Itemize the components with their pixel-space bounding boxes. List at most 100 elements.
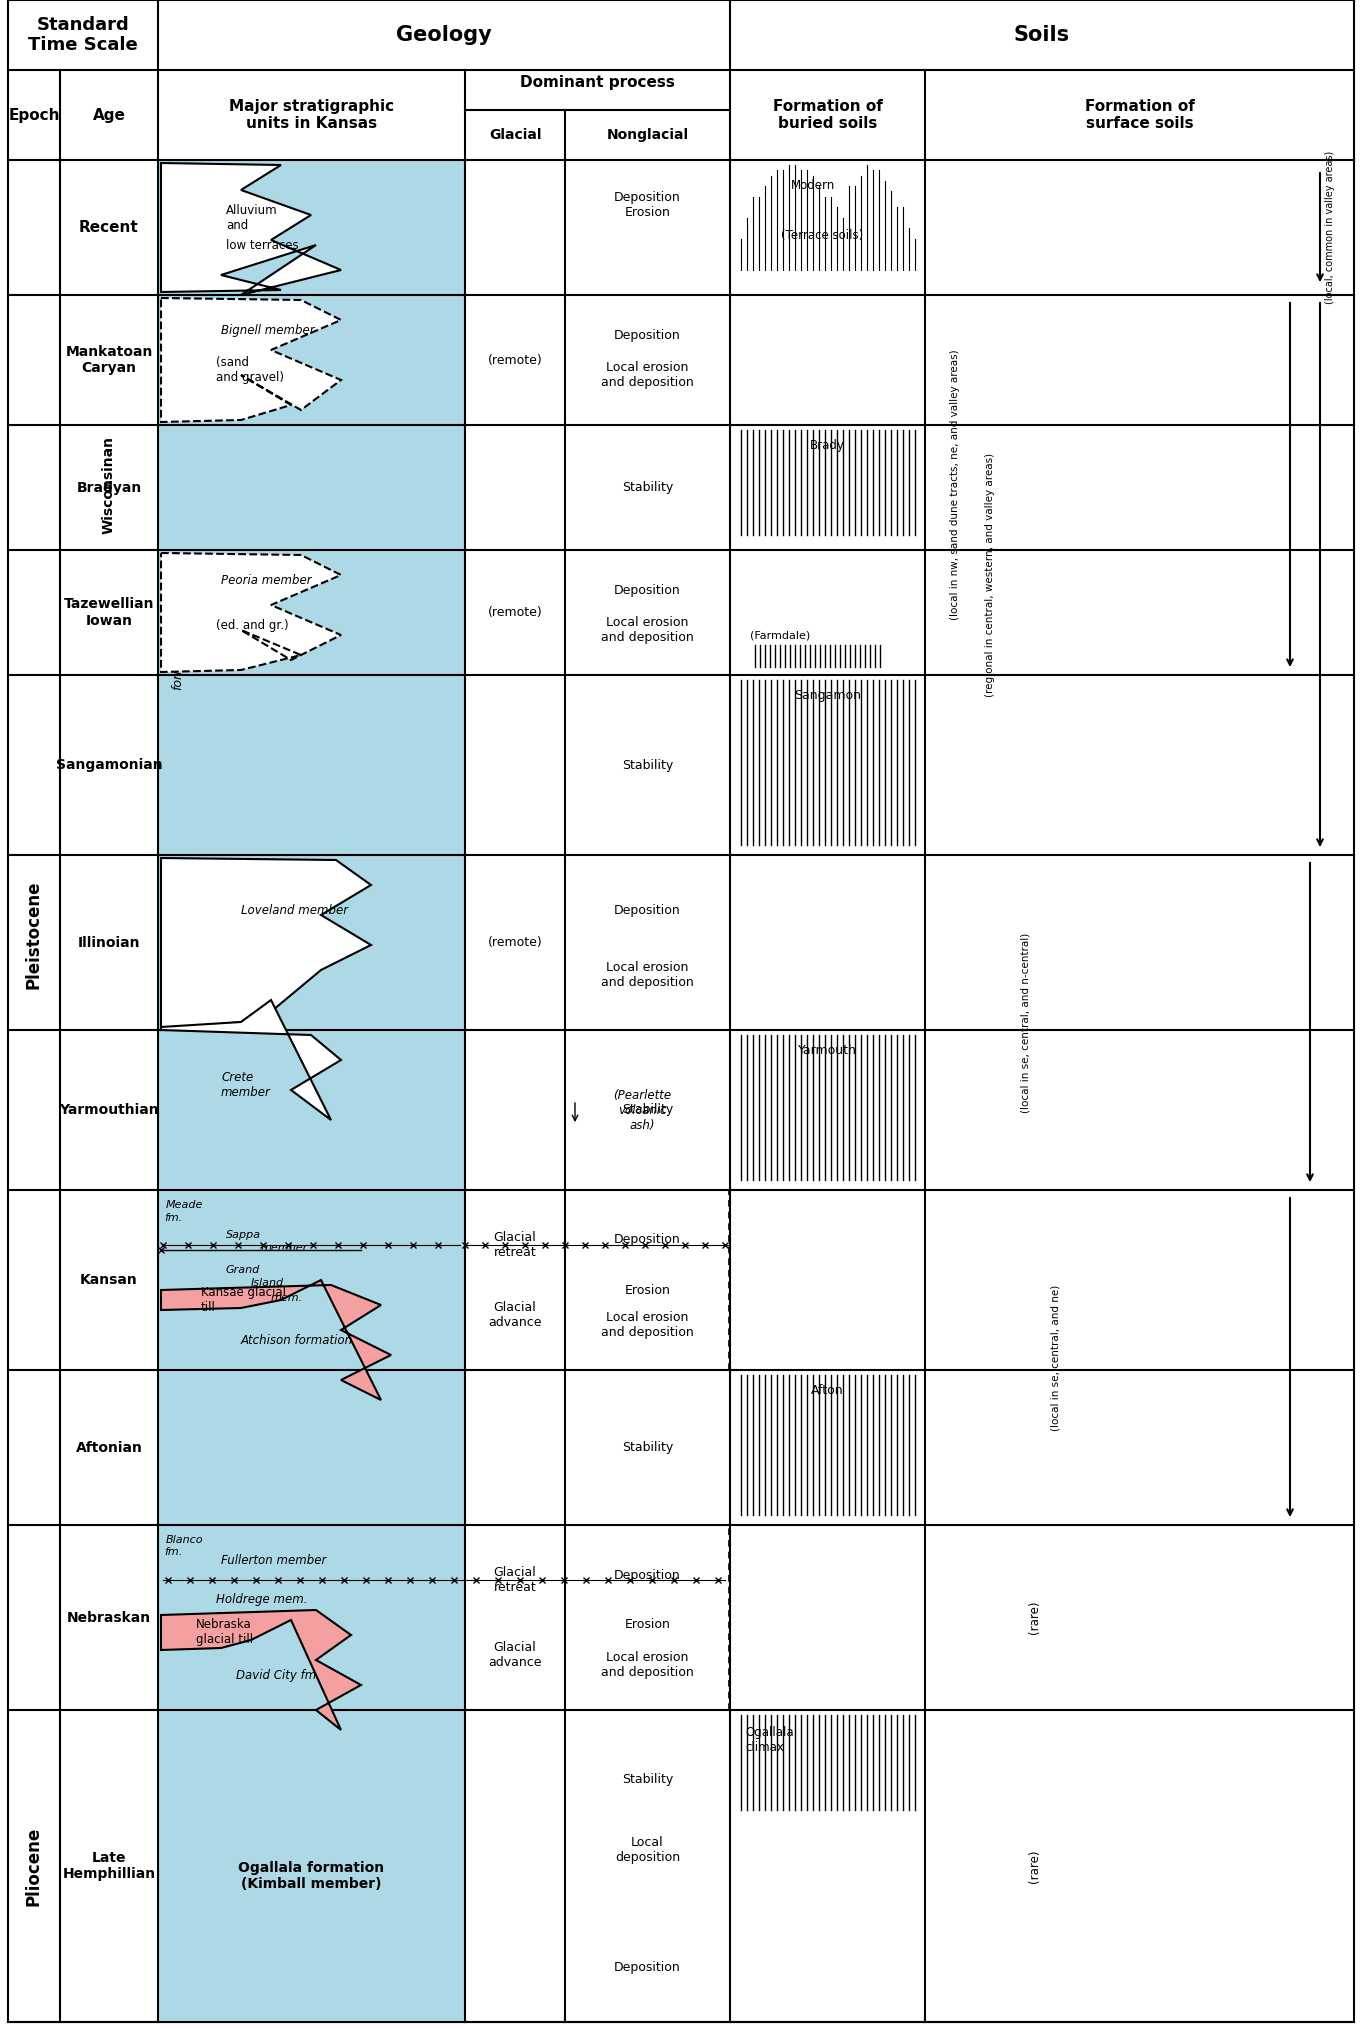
Text: Erosion: Erosion xyxy=(625,1618,670,1632)
Text: Sappa: Sappa xyxy=(226,1230,262,1240)
Text: Late
Hemphillian: Late Hemphillian xyxy=(63,1851,155,1882)
Text: Ogallala formation
(Kimball member): Ogallala formation (Kimball member) xyxy=(238,1862,384,1892)
Text: Bradyan: Bradyan xyxy=(76,481,142,495)
Text: Epoch: Epoch xyxy=(8,108,60,122)
Text: Local erosion
and deposition: Local erosion and deposition xyxy=(601,1311,693,1340)
Text: (regional in central, western, and valley areas): (regional in central, western, and valle… xyxy=(985,453,996,696)
Text: Modern: Modern xyxy=(790,179,835,191)
Text: Recent: Recent xyxy=(79,219,139,235)
Text: (ed. and gr.): (ed. and gr.) xyxy=(217,619,289,631)
Text: Sangamon: Sangamon xyxy=(794,688,861,702)
Text: Formation of
surface soils: Formation of surface soils xyxy=(1084,99,1194,132)
Text: Deposition: Deposition xyxy=(614,903,681,916)
Text: Wisconsinan: Wisconsinan xyxy=(102,436,116,534)
Text: Soils: Soils xyxy=(1013,24,1071,45)
Text: Local erosion
and deposition: Local erosion and deposition xyxy=(601,615,693,644)
Text: Deposition: Deposition xyxy=(614,583,681,597)
Text: (sand
and gravel): (sand and gravel) xyxy=(217,355,285,384)
PathPatch shape xyxy=(161,1281,391,1401)
Text: Glacial
retreat: Glacial retreat xyxy=(493,1230,537,1259)
Text: (remote): (remote) xyxy=(488,607,542,619)
Text: (local, common in valley areas): (local, common in valley areas) xyxy=(1325,150,1335,304)
Text: Grand: Grand xyxy=(226,1265,260,1275)
Text: Alluvium
and: Alluvium and xyxy=(226,203,278,231)
Text: Stability: Stability xyxy=(622,759,673,771)
Text: Mankatoan
Caryan: Mankatoan Caryan xyxy=(65,345,153,376)
Text: Local erosion
and deposition: Local erosion and deposition xyxy=(601,361,693,390)
Text: Geology: Geology xyxy=(396,24,492,45)
Text: Island: Island xyxy=(251,1279,285,1287)
Text: Age: Age xyxy=(93,108,125,122)
Text: Glacial
advance: Glacial advance xyxy=(488,1301,542,1330)
Text: Deposition: Deposition xyxy=(614,329,681,341)
Text: Nonglacial: Nonglacial xyxy=(606,128,689,142)
Text: Sanborn: Sanborn xyxy=(169,548,183,601)
Text: Deposition: Deposition xyxy=(614,1569,681,1581)
Text: (local in se, central, and n-central): (local in se, central, and n-central) xyxy=(1020,932,1030,1112)
Text: Yarmouthian: Yarmouthian xyxy=(59,1102,159,1117)
Text: Meade: Meade xyxy=(166,1200,203,1210)
Text: Pleistocene: Pleistocene xyxy=(25,881,44,989)
Text: Bignell member: Bignell member xyxy=(221,323,315,337)
Text: Loveland member: Loveland member xyxy=(241,903,349,916)
Text: Kansan: Kansan xyxy=(80,1273,138,1287)
Text: Aftonian: Aftonian xyxy=(75,1441,143,1456)
Text: David City fm.: David City fm. xyxy=(236,1669,320,1681)
Text: (Farmdale): (Farmdale) xyxy=(750,629,810,639)
Text: mem.: mem. xyxy=(271,1293,304,1303)
Text: Fullerton member: Fullerton member xyxy=(221,1553,327,1567)
Text: (local in nw, sand dune tracts, ne, and valley areas): (local in nw, sand dune tracts, ne, and … xyxy=(951,349,960,621)
Text: Pliocene: Pliocene xyxy=(25,1827,44,1906)
Text: Stability: Stability xyxy=(622,1104,673,1117)
Text: Glacial
advance: Glacial advance xyxy=(488,1640,542,1669)
Text: Holdrege mem.: Holdrege mem. xyxy=(217,1594,308,1606)
Text: Tazewellian
Iowan: Tazewellian Iowan xyxy=(64,597,154,627)
Text: Blanco: Blanco xyxy=(166,1535,203,1545)
Text: Stability: Stability xyxy=(622,1441,673,1453)
Text: fm.: fm. xyxy=(163,1547,183,1557)
Text: Nebraskan: Nebraskan xyxy=(67,1610,151,1624)
Text: Glacial
retreat: Glacial retreat xyxy=(493,1565,537,1594)
Text: Local erosion
and deposition: Local erosion and deposition xyxy=(601,1650,693,1679)
Text: Deposition: Deposition xyxy=(614,1234,681,1246)
Text: (remote): (remote) xyxy=(488,353,542,367)
Text: Atchison formation: Atchison formation xyxy=(241,1334,353,1346)
Text: Local erosion
and deposition: Local erosion and deposition xyxy=(601,960,693,989)
Text: Ogallala
climax: Ogallala climax xyxy=(745,1726,794,1754)
PathPatch shape xyxy=(161,162,340,294)
PathPatch shape xyxy=(161,298,340,422)
Text: Dominant process: Dominant process xyxy=(520,75,676,89)
Text: Crete
member: Crete member xyxy=(221,1072,271,1098)
Text: Stability: Stability xyxy=(622,1774,673,1786)
Text: (Terrace soils): (Terrace soils) xyxy=(782,229,864,242)
Text: Sangamonian: Sangamonian xyxy=(56,757,162,771)
Text: Afton: Afton xyxy=(812,1384,844,1397)
Text: Brady: Brady xyxy=(810,438,844,451)
Text: Major stratigraphic
units in Kansas: Major stratigraphic units in Kansas xyxy=(229,99,394,132)
Text: (rare): (rare) xyxy=(1028,1849,1042,1882)
PathPatch shape xyxy=(161,552,340,672)
Text: (remote): (remote) xyxy=(488,936,542,948)
Text: Deposition
Erosion: Deposition Erosion xyxy=(614,191,681,219)
Text: Illinoian: Illinoian xyxy=(78,936,140,950)
Text: Kansae glacial
till: Kansae glacial till xyxy=(202,1285,286,1313)
Text: Erosion: Erosion xyxy=(625,1283,670,1297)
PathPatch shape xyxy=(161,1610,361,1730)
Text: member: member xyxy=(262,1242,308,1253)
PathPatch shape xyxy=(161,859,370,1029)
Text: fm.: fm. xyxy=(163,1214,183,1222)
PathPatch shape xyxy=(161,1001,340,1121)
Text: (local in se, central, and ne): (local in se, central, and ne) xyxy=(1050,1285,1060,1431)
Text: Yarmouth: Yarmouth xyxy=(798,1043,857,1056)
Text: Local
deposition: Local deposition xyxy=(614,1835,680,1864)
Text: Standard
Time Scale: Standard Time Scale xyxy=(29,16,138,55)
Text: Formation of
buried soils: Formation of buried soils xyxy=(772,99,883,132)
Text: Deposition: Deposition xyxy=(614,1961,681,1973)
Text: formation: formation xyxy=(172,629,184,690)
Text: Nebraska
glacial till: Nebraska glacial till xyxy=(196,1618,253,1646)
Text: Stability: Stability xyxy=(622,481,673,493)
Text: low terraces: low terraces xyxy=(226,240,298,252)
Text: Peoria member: Peoria member xyxy=(221,574,312,587)
Text: (rare): (rare) xyxy=(1028,1602,1042,1634)
Text: (Pearlette
volcanic
ash): (Pearlette volcanic ash) xyxy=(613,1088,671,1131)
